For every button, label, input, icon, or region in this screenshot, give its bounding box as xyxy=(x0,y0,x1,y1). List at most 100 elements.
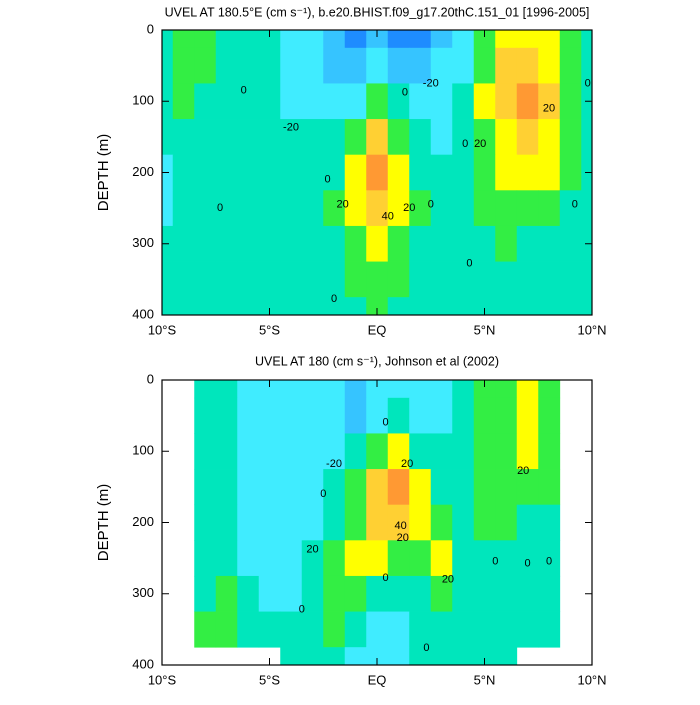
contour-cell xyxy=(366,119,389,156)
contour-cell xyxy=(323,575,346,612)
contour-cell xyxy=(366,225,389,262)
contour-cell xyxy=(344,611,367,648)
contour-cell xyxy=(162,30,174,49)
contour-cell xyxy=(237,611,260,648)
contour-cell xyxy=(215,504,238,541)
contour-cell xyxy=(172,225,195,262)
contour-cell xyxy=(215,380,238,399)
contour-cell xyxy=(559,154,582,191)
contour-label: -20 xyxy=(326,458,342,470)
contour-cell xyxy=(194,154,217,191)
contour-cell xyxy=(516,47,539,84)
contour-cell xyxy=(473,504,496,541)
contour-cell xyxy=(280,225,303,262)
y-tick-label: 100 xyxy=(132,93,154,108)
contour-cell xyxy=(538,611,561,648)
contour-label: 0 xyxy=(585,77,591,89)
contour-cell xyxy=(323,469,346,506)
contour-cell xyxy=(581,119,593,156)
contour-cell xyxy=(559,190,582,227)
contour-cell xyxy=(366,469,389,506)
contour-cell xyxy=(194,469,217,506)
contour-cell xyxy=(301,83,324,120)
contour-cell xyxy=(516,261,539,298)
contour-cell xyxy=(473,47,496,84)
x-tick-label: EQ xyxy=(368,322,387,337)
contour-cell xyxy=(215,469,238,506)
contour-cell xyxy=(538,469,561,506)
contour-cell xyxy=(473,647,496,666)
contour-cell xyxy=(473,380,496,399)
contour-cell xyxy=(387,47,410,84)
contour-cell xyxy=(162,47,174,84)
y-tick-label: 300 xyxy=(132,585,154,600)
contour-cell xyxy=(258,297,281,316)
contour-cell xyxy=(215,297,238,316)
contour-cell xyxy=(237,225,260,262)
contour-cell xyxy=(366,504,389,541)
contour-cell xyxy=(559,225,582,262)
contour-cell xyxy=(430,30,453,49)
contour-cell xyxy=(452,30,475,49)
y-tick-label: 300 xyxy=(132,235,154,250)
contour-cell xyxy=(581,297,593,316)
contour-cell xyxy=(344,469,367,506)
contour-cell xyxy=(258,469,281,506)
contour-cell xyxy=(301,297,324,316)
contour-cell xyxy=(430,647,453,666)
contour-cell xyxy=(215,575,238,612)
contour-cell xyxy=(344,83,367,120)
contour-cell xyxy=(172,154,195,191)
contour-cell xyxy=(366,540,389,577)
contour-cell xyxy=(387,540,410,577)
contour-cell xyxy=(495,575,518,612)
contour-cell xyxy=(366,47,389,84)
contour-label: -20 xyxy=(283,122,299,134)
contour-cell xyxy=(215,47,238,84)
contour-cell xyxy=(538,261,561,298)
contour-label: 0 xyxy=(331,293,337,305)
contour-cell xyxy=(495,190,518,227)
contour-cell xyxy=(280,647,303,666)
contour-cell xyxy=(280,190,303,227)
contour-cell xyxy=(344,397,367,434)
contour-cell xyxy=(495,433,518,470)
contour-cell xyxy=(162,119,174,156)
contour-cell xyxy=(559,261,582,298)
contour-cell xyxy=(387,225,410,262)
contour-cell xyxy=(344,190,367,227)
contour-cell xyxy=(452,47,475,84)
x-tick-label: EQ xyxy=(368,672,387,687)
contour-cell xyxy=(237,575,260,612)
contour-cell xyxy=(215,83,238,120)
contour-cell xyxy=(452,83,475,120)
contour-cell xyxy=(516,297,539,316)
contour-label: 40 xyxy=(382,211,394,223)
x-tick-label: 10°N xyxy=(577,672,606,687)
contour-cell xyxy=(280,611,303,648)
contour-cell xyxy=(366,647,389,666)
contour-cell xyxy=(495,504,518,541)
contour-cell xyxy=(473,225,496,262)
contour-cell xyxy=(258,30,281,49)
contour-cell xyxy=(258,190,281,227)
contour-label: 0 xyxy=(299,603,305,615)
contour-cell xyxy=(495,611,518,648)
contour-cell xyxy=(559,47,582,84)
contour-cell xyxy=(344,433,367,470)
contour-cell xyxy=(194,433,217,470)
contour-cell xyxy=(430,469,453,506)
contour-cell xyxy=(301,119,324,156)
contour-cell xyxy=(215,190,238,227)
contour-cell xyxy=(194,119,217,156)
contour-cell xyxy=(581,261,593,298)
contour-cell xyxy=(366,611,389,648)
contour-cell xyxy=(559,30,582,49)
contour-cell xyxy=(538,225,561,262)
contour-cell xyxy=(344,225,367,262)
contour-cell xyxy=(559,297,582,316)
contour-label: 20 xyxy=(397,532,409,544)
contour-cell xyxy=(387,397,410,434)
contour-cell xyxy=(237,433,260,470)
contour-cell xyxy=(215,154,238,191)
